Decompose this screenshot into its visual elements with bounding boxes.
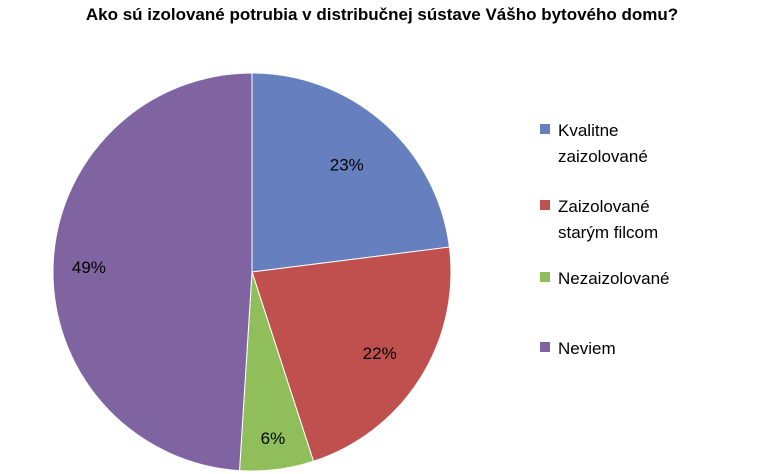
pie-slice-kvalitne-zaizolovane <box>251 72 450 273</box>
pie-slice-zaizolovane-starym-filcom <box>251 246 452 462</box>
chart-title: Ako sú izolované potrubia v distribučnej… <box>85 5 679 24</box>
legend-swatch <box>540 124 550 134</box>
legend-item-nezaizolovane: Nezaizolované <box>540 266 760 292</box>
legend-item-zaizolovane-starym-filcom: Zaizolované starým filcom <box>540 194 760 246</box>
data-label-zaizolovane-starym-filcom: 22% <box>363 344 397 363</box>
data-label-kvalitne-zaizolovane: 23% <box>330 156 364 175</box>
legend-swatch <box>540 342 550 352</box>
legend-label-line: zaizolované <box>558 147 648 166</box>
legend-item-neviem: Neviem <box>540 336 760 362</box>
pie-slice-neviem <box>52 72 253 472</box>
legend-item-kvalitne-zaizolovane: Kvalitne zaizolované <box>540 118 760 170</box>
legend-label-line: Neviem <box>558 339 616 358</box>
legend-label-line: Zaizolované <box>558 197 650 216</box>
legend-swatch <box>540 200 550 210</box>
legend-label-line: Kvalitne <box>558 121 619 140</box>
legend-label-line: starým filcom <box>558 223 659 242</box>
legend: Kvalitne zaizolované Zaizolované starým … <box>540 118 760 362</box>
legend-label-line: Nezaizolované <box>558 269 670 288</box>
data-label-neviem: 49% <box>72 258 106 277</box>
data-label-nezaizolovane: 6% <box>261 429 286 448</box>
legend-swatch <box>540 272 550 282</box>
